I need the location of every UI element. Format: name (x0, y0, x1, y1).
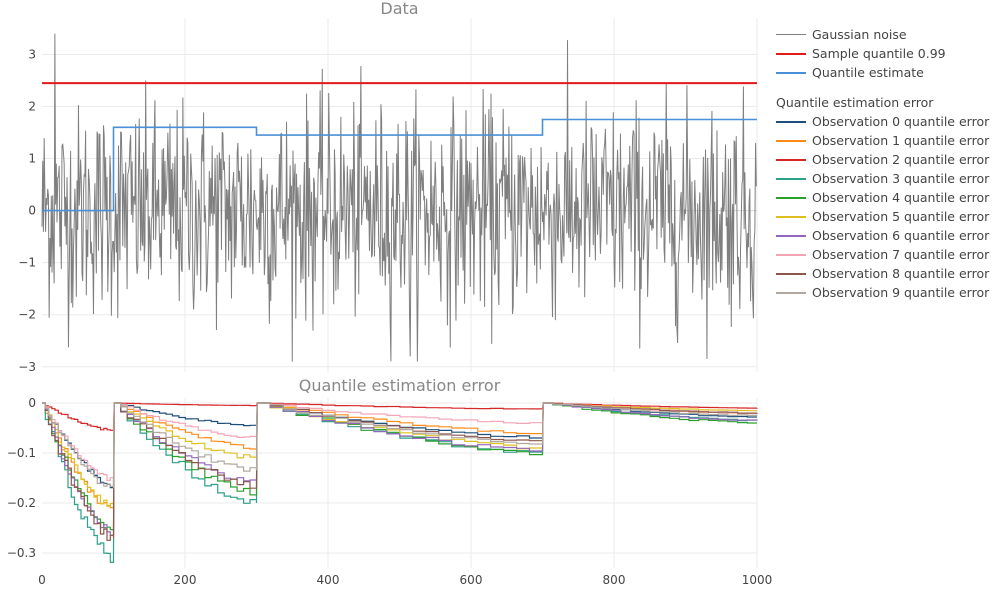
legend-item[interactable]: Observation 7 quantile error (776, 245, 998, 264)
legend-label: Quantile estimate (812, 65, 924, 80)
y-tick-label: 3 (28, 47, 36, 61)
series-gaussian-noise (41, 33, 757, 362)
legend-item[interactable]: Observation 8 quantile error (776, 264, 998, 283)
series-observation-9-error (42, 402, 758, 489)
legend-swatch (776, 234, 806, 237)
legend-label: Observation 7 quantile error (812, 247, 990, 262)
data-panel: −3 −2 −1 0 1 2 3 Data (18, 0, 758, 374)
x-tick-label: 200 (174, 573, 197, 587)
legend-item[interactable]: Gaussian noise (776, 25, 998, 44)
legend-swatch (776, 215, 806, 218)
legend-label: Observation 4 quantile error (812, 190, 990, 205)
y-tick-label: 0 (28, 204, 36, 218)
series-observation-8-error (42, 402, 758, 541)
legend-item[interactable]: Observation 0 quantile error (776, 112, 998, 131)
y-tick-label: 2 (28, 100, 36, 114)
x-tick-label: 1000 (742, 573, 773, 587)
y-tick-label: −2 (18, 308, 36, 322)
x-tick-label: 400 (317, 573, 340, 587)
legend-label: Observation 8 quantile error (812, 266, 990, 281)
x-tick-label: 600 (460, 573, 483, 587)
legend-swatch (776, 196, 806, 199)
legend-swatch (776, 120, 806, 123)
legend-label: Gaussian noise (812, 27, 907, 42)
legend-swatch (776, 139, 806, 142)
series-observation-5-error (42, 402, 758, 509)
error-panel-title: Quantile estimation error (299, 376, 501, 395)
legend-item[interactable]: Observation 1 quantile error (776, 131, 998, 150)
legend-label: Observation 5 quantile error (812, 209, 990, 224)
y-tick-label: −0.3 (7, 546, 36, 560)
legend-label: Observation 9 quantile error (812, 285, 990, 300)
y-tick-label: 0 (28, 396, 36, 410)
legend-item[interactable]: Observation 5 quantile error (776, 207, 998, 226)
legend: Gaussian noise Sample quantile 0.99 Quanti… (776, 25, 998, 302)
legend-swatch (776, 253, 806, 256)
legend-label: Observation 6 quantile error (812, 228, 990, 243)
y-tick-label: −0.1 (7, 446, 36, 460)
legend-label: Observation 3 quantile error (812, 171, 990, 186)
legend-swatch (776, 71, 806, 74)
legend-swatch (776, 177, 806, 180)
x-tick-label: 800 (603, 573, 626, 587)
series-observation-1-error (42, 402, 758, 511)
y-tick-label: −0.2 (7, 496, 36, 510)
error-panel: −0.3 −0.2 −0.1 0 0 200 400 600 800 1000 Quantile e… (7, 376, 772, 587)
legend-item[interactable]: Sample quantile 0.99 (776, 44, 998, 63)
y-tick-label: −3 (18, 360, 36, 374)
legend-label: Sample quantile 0.99 (812, 46, 946, 61)
legend-group-title: Quantile estimation error (776, 95, 934, 110)
legend-item[interactable]: Quantile estimate (776, 63, 998, 82)
legend-label: Observation 2 quantile error (812, 152, 990, 167)
legend-item[interactable]: Observation 6 quantile error (776, 226, 998, 245)
y-tick-label: 1 (28, 152, 36, 166)
legend-swatch (776, 34, 806, 35)
legend-swatch (776, 272, 806, 275)
legend-item[interactable]: Observation 9 quantile error (776, 283, 998, 302)
legend-label: Observation 0 quantile error (812, 114, 990, 129)
legend-label: Observation 1 quantile error (812, 133, 990, 148)
y-tick-label: −1 (18, 256, 36, 270)
legend-swatch (776, 52, 806, 55)
legend-item[interactable]: Observation 3 quantile error (776, 169, 998, 188)
legend-swatch (776, 158, 806, 161)
legend-item[interactable]: Observation 4 quantile error (776, 188, 998, 207)
x-tick-label: 0 (38, 573, 46, 587)
legend-item[interactable]: Observation 2 quantile error (776, 150, 998, 169)
data-panel-title: Data (380, 0, 418, 18)
legend-swatch (776, 291, 806, 294)
series-quantile-estimate (42, 118, 757, 212)
